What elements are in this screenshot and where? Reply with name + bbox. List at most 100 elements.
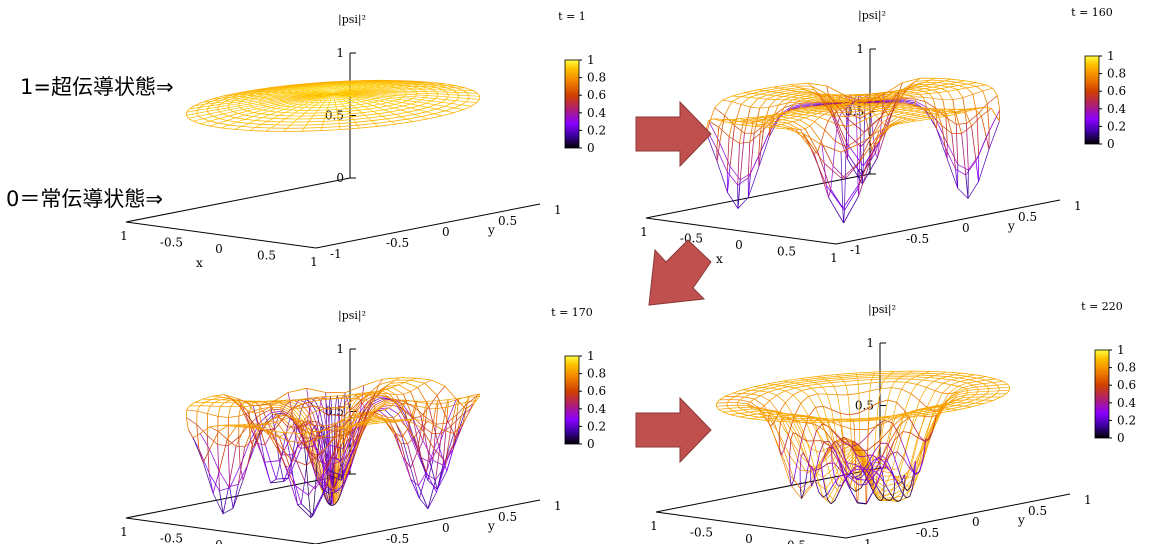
z-axis-label: |psi|² bbox=[338, 309, 366, 323]
x-tick-label: 0.5 bbox=[257, 249, 276, 263]
colorbar-tick-label: 0.8 bbox=[587, 367, 606, 381]
surface-ring-segment bbox=[859, 391, 870, 394]
surface-ring-segment bbox=[258, 444, 270, 483]
surface-ring-segment bbox=[428, 421, 442, 429]
surface-ring-segment bbox=[749, 123, 761, 124]
surface-ring-segment bbox=[381, 103, 388, 105]
surface-ring-segment bbox=[717, 400, 720, 403]
surface-ring-segment bbox=[762, 385, 775, 388]
superconducting-label: 1=超伝導状態⇒ bbox=[20, 75, 174, 99]
surface-ring-segment bbox=[220, 403, 224, 407]
surface-ring-segment bbox=[419, 107, 428, 109]
surface-ring-segment bbox=[213, 116, 219, 118]
surface-ring-segment bbox=[224, 400, 230, 403]
surface-ring-segment bbox=[941, 89, 948, 92]
surface-ring-segment bbox=[399, 385, 411, 392]
surface-ring-segment bbox=[923, 380, 934, 381]
surface-ring-segment bbox=[281, 101, 283, 102]
surface-ring-segment bbox=[445, 386, 456, 399]
surface-ring-segment bbox=[362, 111, 374, 112]
surface-ring-segment bbox=[364, 94, 365, 95]
surface-ring-segment bbox=[260, 415, 261, 422]
surface-ring-segment bbox=[253, 107, 257, 109]
surface-ring-segment bbox=[748, 402, 750, 404]
surface-ring-segment bbox=[437, 106, 446, 109]
surface-ring-segment bbox=[874, 373, 892, 374]
surface-ring-segment bbox=[806, 95, 814, 96]
surface-ring-segment bbox=[814, 154, 829, 198]
surface-ring-segment bbox=[997, 385, 999, 388]
surface-ring-segment bbox=[832, 422, 851, 423]
surface-ring-segment bbox=[293, 104, 298, 105]
surface-ring-segment bbox=[760, 92, 772, 95]
surface-ring-segment bbox=[894, 99, 895, 100]
surface-ring-segment bbox=[921, 375, 935, 376]
surface-ring-segment bbox=[727, 137, 729, 172]
surface-mesh bbox=[186, 378, 479, 518]
surface-ring-segment bbox=[187, 406, 190, 410]
surface-ring-segment bbox=[962, 373, 975, 375]
surface-ring-segment bbox=[785, 395, 793, 403]
surface-ring-segment bbox=[986, 137, 989, 150]
surface-ring-segment bbox=[186, 418, 188, 430]
surface-ring-segment bbox=[396, 85, 405, 86]
surface-ring-segment bbox=[336, 106, 344, 107]
surface-ring-segment bbox=[832, 461, 833, 469]
surface-ring-segment bbox=[874, 93, 882, 94]
surface-ring-segment bbox=[284, 445, 298, 481]
surface-ring-segment bbox=[825, 378, 841, 380]
surface-ring-segment bbox=[315, 425, 322, 426]
surface-ring-segment bbox=[793, 391, 802, 395]
surface-ring-segment bbox=[984, 397, 991, 400]
surface-ring-segment bbox=[286, 102, 289, 103]
surface-ring-segment bbox=[302, 98, 303, 99]
surface-ring-segment bbox=[909, 90, 917, 91]
surface-ring-segment bbox=[986, 377, 995, 379]
surface-ring-segment bbox=[374, 406, 375, 408]
surface-ring-segment bbox=[421, 114, 434, 117]
surface-ring-segment bbox=[815, 108, 818, 109]
surface-ring-segment bbox=[350, 98, 353, 99]
surface-ring-segment bbox=[856, 374, 874, 375]
surface-ring-segment bbox=[321, 130, 340, 131]
surface-ring-segment bbox=[452, 101, 457, 104]
surface-ring-segment bbox=[844, 188, 858, 210]
surface-ring-segment bbox=[823, 386, 835, 387]
surface-ring-segment bbox=[791, 113, 797, 114]
surface-ring-segment bbox=[805, 118, 814, 122]
surface-ring-segment bbox=[223, 114, 229, 116]
surface-ring-segment bbox=[810, 126, 821, 142]
surface-ring-segment bbox=[941, 374, 955, 375]
surface-ring-segment bbox=[219, 119, 227, 121]
colorbar-tick-label: 0.4 bbox=[1107, 102, 1126, 116]
surface-ring-segment bbox=[948, 377, 959, 378]
colorbar-tick-label: 0.6 bbox=[1117, 378, 1136, 392]
surface-radial-line bbox=[200, 415, 333, 492]
surface-ring-segment bbox=[906, 94, 910, 95]
plot-title: t = 220 bbox=[1081, 300, 1123, 313]
surface-ring-segment bbox=[848, 393, 859, 394]
surface-ring-segment bbox=[285, 106, 291, 107]
surface-ring-segment bbox=[911, 433, 918, 438]
surface-ring-segment bbox=[1007, 390, 1010, 393]
surface-ring-segment bbox=[260, 102, 261, 104]
surface-ring-segment bbox=[341, 491, 342, 494]
surface-ring-segment bbox=[805, 378, 822, 380]
surface-ring-segment bbox=[818, 383, 831, 384]
surface-ring-segment bbox=[267, 107, 272, 108]
surface-ring-segment bbox=[765, 120, 776, 121]
surface-ring-segment bbox=[195, 399, 203, 402]
surface-ring-segment bbox=[811, 431, 816, 449]
surface-ring-segment bbox=[812, 387, 823, 388]
surface-ring-segment bbox=[916, 377, 929, 378]
surface-ring-segment bbox=[270, 115, 280, 116]
surface-ring-segment bbox=[236, 118, 245, 120]
surface-ring-segment bbox=[751, 419, 764, 421]
surface-ring-segment bbox=[199, 449, 203, 463]
surface-ring-segment bbox=[824, 441, 829, 442]
surface-ring-segment bbox=[831, 382, 844, 383]
surface-ring-segment bbox=[983, 91, 987, 104]
surface-ring-segment bbox=[411, 380, 425, 383]
surface-ring-segment bbox=[799, 94, 808, 96]
